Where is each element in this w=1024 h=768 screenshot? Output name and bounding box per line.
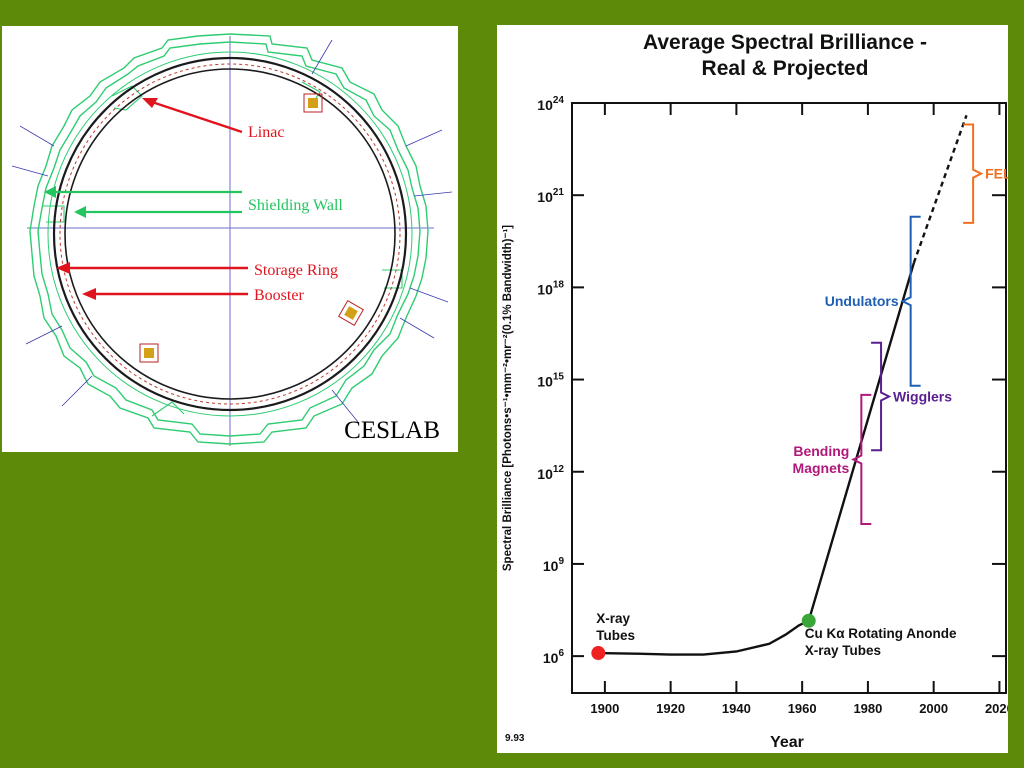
marker-label: Cu Kα Rotating Anonde <box>805 626 957 641</box>
rings <box>47 51 413 417</box>
annotation-label: FELs <box>985 166 1008 182</box>
ceslab-layout-svg: Linac Shielding Wall Storage Ring Booste… <box>11 33 453 446</box>
ceslab-layout-figure: Linac Shielding Wall Storage Ring Booste… <box>2 26 458 452</box>
x-axis-label: Year <box>770 734 804 751</box>
ring-tunnel <box>47 51 413 417</box>
chart-title: Average Spectral Brilliance - <box>643 31 927 54</box>
storage-ring-label: Storage Ring <box>254 262 338 279</box>
booster-callout: Booster <box>82 287 304 304</box>
brilliance-chart-panel: Average Spectral Brilliance - Real & Pro… <box>497 25 1008 753</box>
x-tick-label: 1980 <box>853 701 882 716</box>
brilliance-curve <box>598 619 810 656</box>
y-tick-label: 1018 <box>537 279 564 297</box>
brilliance-curve <box>912 114 968 264</box>
y-tick-label: 1015 <box>537 372 564 390</box>
range-bracket <box>851 393 872 525</box>
linac-callout: Linac <box>142 98 284 141</box>
y-tick-label: 1012 <box>537 464 564 482</box>
booster-ring <box>64 68 396 400</box>
x-tick-label: 2000 <box>919 701 948 716</box>
y-tick-label: 106 <box>543 648 565 666</box>
x-tick-label: 1940 <box>722 701 751 716</box>
marker-label: Tubes <box>596 628 635 643</box>
y-tick-label: 109 <box>543 556 565 574</box>
shielding-wall-label: Shielding Wall <box>248 197 343 214</box>
brilliance-chart: Average Spectral Brilliance - Real & Pro… <box>502 31 1008 751</box>
data-marker <box>591 646 606 661</box>
marker-label: X-ray Tubes <box>805 643 881 658</box>
annotation-label: Magnets <box>793 460 850 476</box>
plot-frame <box>571 102 1007 694</box>
annotation-label: Undulators <box>825 293 899 309</box>
y-tick-label: 1024 <box>537 95 564 113</box>
footnote: 9.93 <box>505 733 525 744</box>
beamlines <box>11 39 453 423</box>
y-axis-label: Spectral Brilliance [Photons•s⁻¹•mm⁻²•mr… <box>502 225 514 571</box>
data-marker <box>801 613 816 628</box>
annotation-label: Wigglers <box>893 388 952 404</box>
shielding-wall <box>29 33 429 445</box>
y-axis-label-group: Spectral Brilliance [Photons•s⁻¹•mm⁻²•mr… <box>502 225 514 571</box>
x-tick-label: 1960 <box>788 701 817 716</box>
storage-ring-callout: Storage Ring <box>56 262 338 279</box>
storage-ring <box>52 56 408 412</box>
marker-label: X-ray <box>596 611 630 626</box>
range-bracket <box>871 341 892 452</box>
inner-wall <box>42 81 403 417</box>
range-bracket <box>900 215 921 387</box>
linac-label: Linac <box>248 124 284 141</box>
range-bracket <box>963 123 984 224</box>
marker-layer: X-ray Tubes Cu Kα Rotating Anonde X-ray Tub… <box>591 611 957 661</box>
booster-label: Booster <box>254 287 304 304</box>
axis-ticks: 1900 1920 1940 1960 1980 2000 2020 106 109 1012 10… <box>537 95 1008 716</box>
y-tick-label: 1021 <box>537 187 564 205</box>
shielding-wall-callout: Shielding Wall <box>44 186 343 218</box>
storage-ring-magnets <box>59 63 401 405</box>
equipment-markers <box>139 93 364 363</box>
x-tick-label: 1920 <box>656 701 685 716</box>
x-tick-label: 1900 <box>590 701 619 716</box>
x-tick-label: 2020 <box>985 701 1008 716</box>
chart-subtitle: Real & Projected <box>702 57 869 80</box>
ceslab-label: CESLAB <box>344 417 440 444</box>
annotation-label: Bending <box>793 443 849 459</box>
